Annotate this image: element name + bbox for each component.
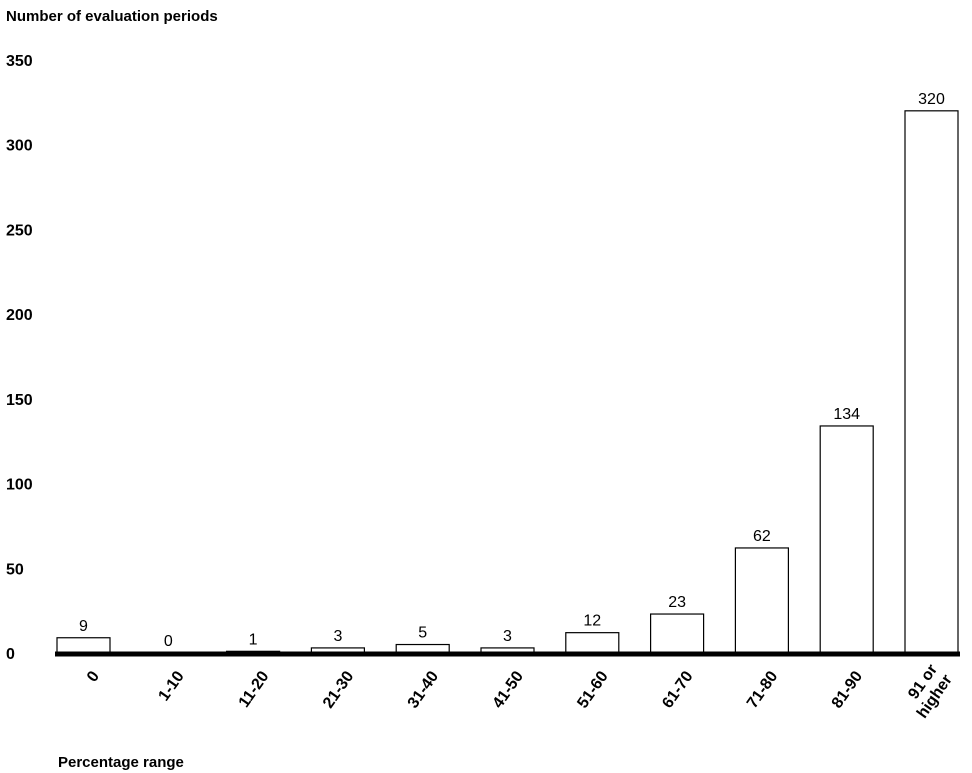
y-tick-label: 0 [6, 646, 15, 663]
bar [649, 613, 705, 654]
y-tick-label: 100 [6, 477, 33, 494]
x-tick-label-line: 71-80 [744, 668, 781, 711]
x-tick-label-line: 31-40 [405, 668, 442, 711]
y-axis-title: Number of evaluation periods [6, 8, 218, 25]
x-tick-label-line: 11-20 [236, 668, 273, 711]
data-label: 1 [249, 631, 258, 648]
data-labels: 9 0 1 3 5 3 12 23 62 134 320 [79, 91, 945, 650]
x-tick-label: 91 orhigher [899, 661, 956, 721]
x-tick-label: 0 [84, 668, 103, 685]
x-tick-label-line: 0 [84, 668, 103, 685]
data-label: 12 [583, 613, 601, 630]
x-tick-label-line: 61-70 [659, 668, 696, 711]
y-tick-labels: 0 50 100 150 200 250 300 350 [6, 53, 33, 663]
bar [565, 632, 620, 654]
x-tick-label: 1-10 [155, 668, 187, 704]
data-label: 5 [418, 625, 427, 642]
y-tick-label: 300 [6, 138, 33, 155]
x-tick-label: 21-30 [320, 668, 357, 711]
x-tick-label-line: 81-90 [829, 668, 866, 711]
x-tick-label: 51-60 [574, 668, 611, 711]
x-tick-label: 81-90 [829, 668, 866, 711]
data-label: 62 [753, 528, 771, 545]
x-tick-label: 61-70 [659, 668, 696, 711]
x-tick-label: 11-20 [236, 668, 273, 711]
bar [56, 637, 111, 654]
data-label: 3 [333, 628, 342, 645]
data-label: 320 [918, 91, 945, 108]
y-tick-label: 200 [6, 307, 33, 324]
y-tick-label: 50 [6, 561, 24, 578]
y-tick-label: 350 [6, 53, 33, 70]
x-tick-label-line: 51-60 [574, 668, 611, 711]
x-tick-label: 71-80 [744, 668, 781, 711]
y-tick-label: 250 [6, 222, 33, 239]
bar [904, 110, 959, 654]
x-tick-label-line: 1-10 [155, 668, 187, 704]
x-tick-label: 31-40 [405, 668, 442, 711]
bar [819, 425, 874, 654]
x-tick-labels: 0 1-10 11-20 21-30 31-40 41-50 51-60 61-70 71-80… [84, 661, 956, 721]
data-label: 3 [503, 628, 512, 645]
x-axis-title: Percentage range [58, 754, 184, 771]
data-label: 9 [79, 618, 88, 635]
y-tick-label: 150 [6, 392, 33, 409]
data-label: 134 [833, 406, 860, 423]
x-tick-label-line: 21-30 [320, 668, 357, 711]
bar [734, 547, 790, 654]
data-label: 23 [668, 594, 686, 611]
data-label: 0 [164, 633, 173, 650]
x-tick-label-line: 41-50 [490, 668, 527, 711]
bars [56, 110, 959, 655]
x-tick-label: 41-50 [490, 668, 527, 711]
